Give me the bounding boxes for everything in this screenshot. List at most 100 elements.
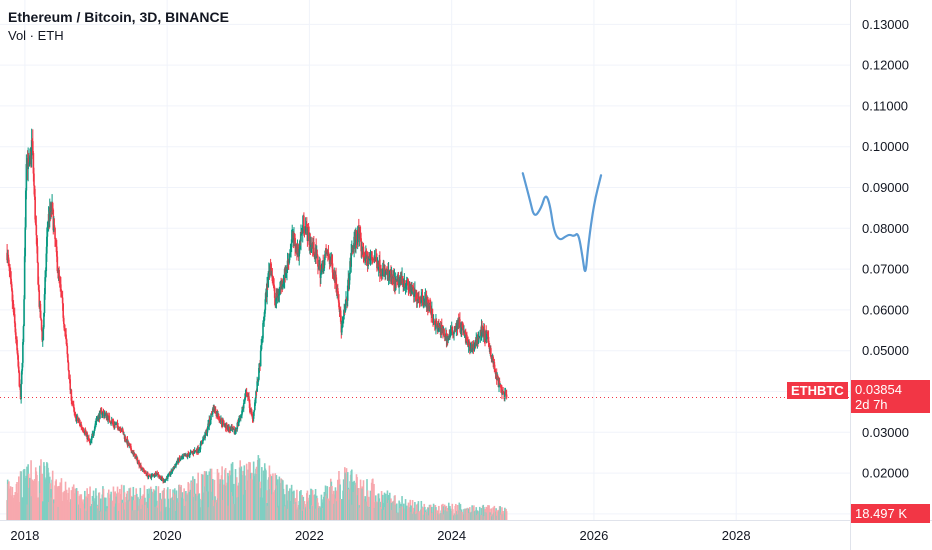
- volume-indicator-label[interactable]: Vol · ETH: [8, 28, 64, 43]
- chart-legend: Ethereum / Bitcoin, 3D, BINANCE Vol · ET…: [8, 8, 229, 44]
- volume-bar: [351, 469, 353, 520]
- candle-body: [454, 326, 457, 330]
- candle-body: [244, 397, 246, 402]
- candle-body: [199, 449, 201, 451]
- volume-bar: [221, 479, 224, 520]
- candle-body: [52, 209, 55, 231]
- candle-body: [254, 402, 256, 410]
- candle-body: [369, 258, 372, 260]
- candle-body: [320, 273, 322, 278]
- candle-body: [449, 335, 451, 338]
- candle-body: [411, 285, 414, 290]
- volume-bar: [296, 489, 298, 520]
- candle-body: [497, 377, 499, 379]
- volume-bar: [480, 508, 483, 520]
- candle-body: [62, 317, 65, 325]
- candle-body: [242, 403, 245, 409]
- candle-body: [355, 233, 358, 240]
- candle-body: [211, 413, 213, 415]
- candle-body: [63, 324, 66, 331]
- volume-bar: [230, 463, 233, 520]
- candle-body: [74, 413, 77, 415]
- volume-bar: [174, 494, 177, 520]
- candle-body: [300, 234, 302, 242]
- candle-body: [37, 262, 39, 285]
- volume-bar: [164, 498, 166, 520]
- candle-body: [362, 246, 365, 257]
- candle-body: [70, 389, 73, 401]
- y-tick-label: 0.13000: [862, 17, 909, 32]
- candle-body: [11, 290, 14, 302]
- candle-body: [289, 249, 292, 254]
- candle-body: [178, 458, 180, 463]
- candle-body: [462, 329, 465, 333]
- candle-body: [462, 327, 464, 330]
- candle-body: [53, 225, 55, 231]
- last-price-value: 0.03854: [855, 382, 902, 397]
- candle-body: [134, 453, 136, 459]
- volume-value-badge: 18.497 K: [851, 504, 930, 523]
- candle-body: [178, 458, 181, 460]
- candle-body: [108, 415, 111, 421]
- candle-body: [102, 411, 105, 413]
- candle-body: [443, 333, 446, 338]
- candle-body: [263, 316, 265, 322]
- candle-body: [444, 336, 447, 338]
- candle-body: [226, 429, 229, 431]
- candle-body: [447, 336, 450, 341]
- candle-body: [82, 429, 84, 432]
- candle-body: [123, 434, 126, 439]
- candle-body: [336, 288, 339, 295]
- time-axis[interactable]: 2018 2020 2022 2024 2026 2028: [10, 528, 750, 543]
- candle-body: [62, 303, 64, 318]
- candle-body: [112, 422, 114, 423]
- candle-body: [153, 475, 156, 477]
- candle-body: [496, 377, 499, 381]
- candle-body: [432, 317, 434, 322]
- bar-countdown: 2d 7h: [855, 397, 888, 412]
- candle-body: [173, 467, 176, 470]
- candle-body: [71, 400, 73, 403]
- candle-body: [370, 254, 373, 258]
- hand-drawn-projection[interactable]: [521, 172, 603, 273]
- candle-body: [97, 415, 100, 421]
- symbol-title[interactable]: Ethereum / Bitcoin, 3D, BINANCE: [8, 9, 229, 25]
- candle-body: [65, 339, 68, 346]
- candle-body: [256, 381, 258, 392]
- candle-body: [367, 260, 369, 267]
- candle-body: [436, 323, 438, 327]
- price-axis[interactable]: 0.010000.020000.030000.040000.050000.060…: [862, 17, 909, 522]
- volume-bar: [471, 505, 473, 520]
- candle-body: [367, 260, 370, 262]
- volume-bar: [272, 473, 274, 520]
- volume-bar: [366, 490, 369, 520]
- candle-body: [364, 257, 367, 261]
- volume-bar: [456, 504, 459, 520]
- candle-body: [208, 418, 211, 427]
- x-tick-label: 2018: [10, 528, 39, 543]
- candle-body: [189, 452, 191, 455]
- candle-body: [77, 417, 79, 421]
- volume-bar: [211, 478, 214, 520]
- candle-body: [468, 343, 471, 346]
- candle-body: [44, 277, 46, 295]
- candle-body: [285, 271, 288, 273]
- candle-body: [129, 445, 132, 447]
- candle-body: [64, 331, 67, 335]
- volume-bar: [505, 511, 508, 520]
- candle-body: [238, 416, 241, 420]
- candle-body: [306, 223, 308, 228]
- candle-body: [317, 256, 319, 267]
- candle-body: [278, 288, 281, 295]
- candle-body: [235, 428, 238, 430]
- candle-body: [171, 470, 174, 472]
- candle-body: [87, 436, 90, 439]
- candle-body: [264, 299, 267, 311]
- candle-body: [407, 278, 409, 286]
- candle-body: [46, 236, 48, 254]
- candle-body: [328, 256, 330, 260]
- volume-bar: [483, 507, 485, 520]
- volume-bar: [26, 466, 28, 520]
